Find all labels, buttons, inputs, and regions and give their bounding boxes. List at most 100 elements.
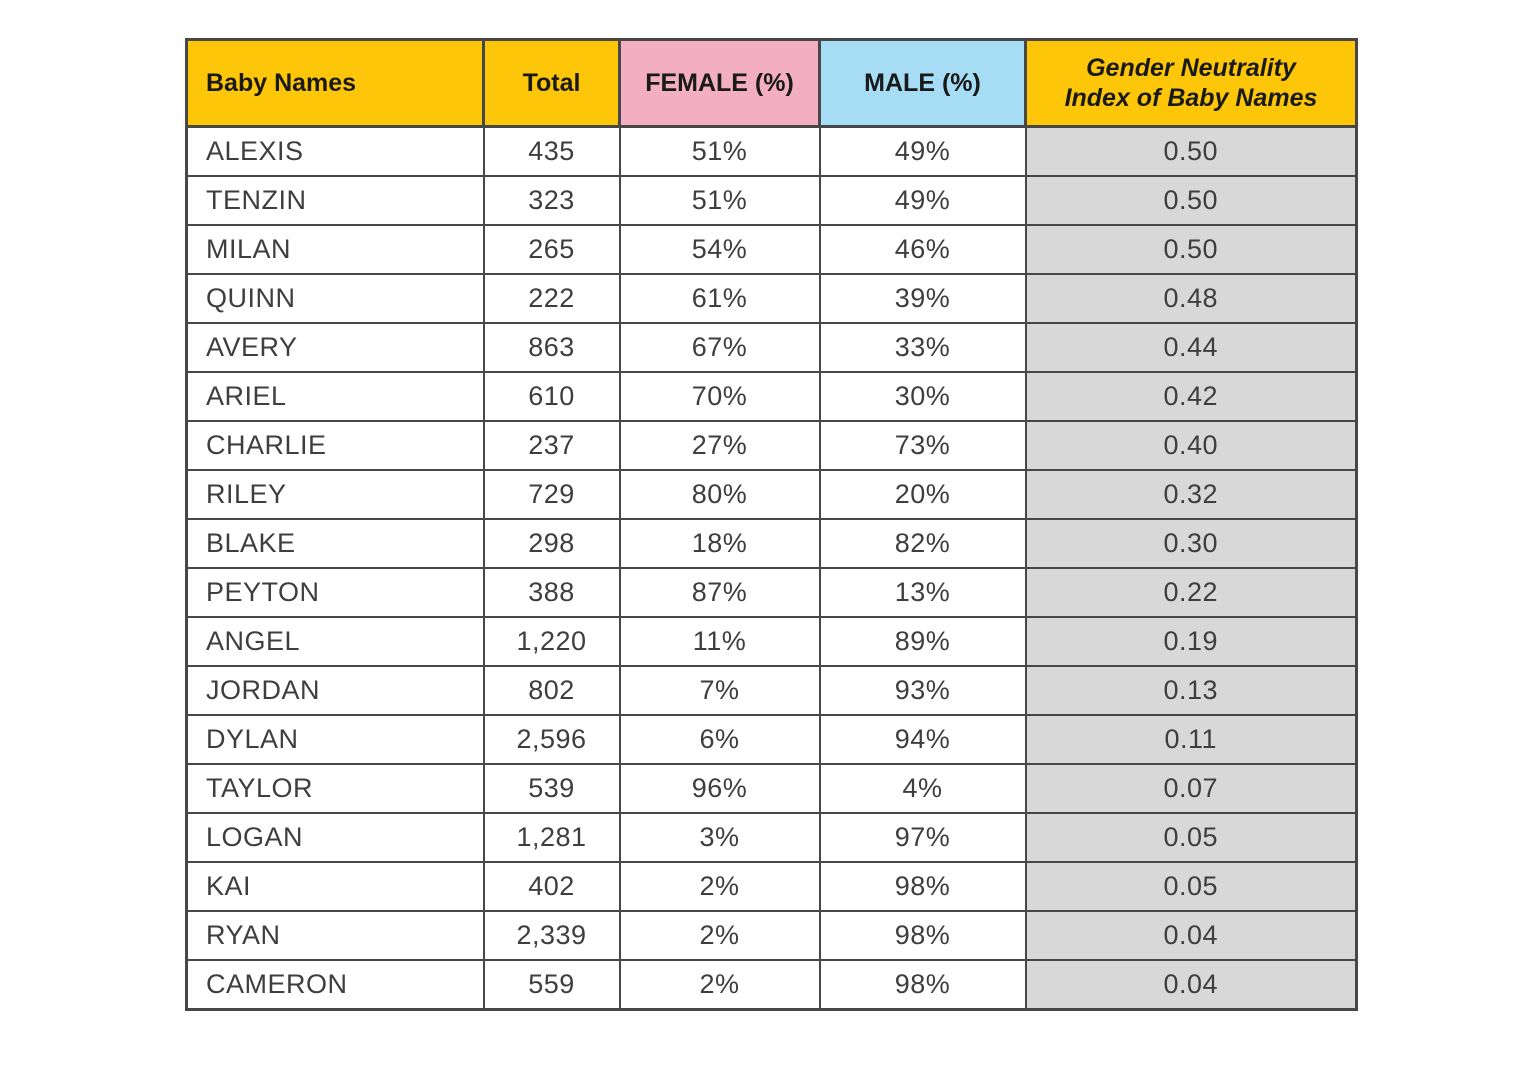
gni-cell: 0.04 (1024, 910, 1358, 961)
female-pct-cell: 87% (618, 567, 821, 618)
total-cell: 539 (482, 763, 621, 814)
total-cell: 2,339 (482, 910, 621, 961)
baby-name-cell: DYLAN (185, 714, 485, 765)
male-pct-cell: 89% (818, 616, 1027, 667)
gni-cell: 0.48 (1024, 273, 1358, 324)
female-pct-cell: 51% (618, 125, 821, 177)
female-pct-cell: 61% (618, 273, 821, 324)
table-row: ARIEL 610 70% 30% 0.42 (185, 371, 1358, 422)
baby-name-cell: CAMERON (185, 959, 485, 1011)
male-pct-cell: 20% (818, 469, 1027, 520)
table-row: RYAN 2,339 2% 98% 0.04 (185, 910, 1358, 961)
gni-cell: 0.22 (1024, 567, 1358, 618)
female-pct-cell: 54% (618, 224, 821, 275)
male-pct-cell: 94% (818, 714, 1027, 765)
male-pct-cell: 82% (818, 518, 1027, 569)
table-row: DYLAN 2,596 6% 94% 0.11 (185, 714, 1358, 765)
column-header-total: Total (482, 38, 621, 128)
baby-name-cell: ALEXIS (185, 125, 485, 177)
gni-cell: 0.04 (1024, 959, 1358, 1011)
table-row: LOGAN 1,281 3% 97% 0.05 (185, 812, 1358, 863)
table-row: ALEXIS 435 51% 49% 0.50 (185, 125, 1358, 177)
gni-cell: 0.50 (1024, 175, 1358, 226)
female-pct-cell: 2% (618, 861, 821, 912)
baby-name-cell: TAYLOR (185, 763, 485, 814)
female-pct-cell: 80% (618, 469, 821, 520)
male-pct-cell: 97% (818, 812, 1027, 863)
female-pct-cell: 70% (618, 371, 821, 422)
table-row: ANGEL 1,220 11% 89% 0.19 (185, 616, 1358, 667)
table-row: JORDAN 802 7% 93% 0.13 (185, 665, 1358, 716)
baby-name-cell: RYAN (185, 910, 485, 961)
total-cell: 237 (482, 420, 621, 471)
total-cell: 298 (482, 518, 621, 569)
female-pct-cell: 27% (618, 420, 821, 471)
female-pct-cell: 2% (618, 910, 821, 961)
female-pct-cell: 96% (618, 763, 821, 814)
total-cell: 1,281 (482, 812, 621, 863)
table-row: MILAN 265 54% 46% 0.50 (185, 224, 1358, 275)
male-pct-cell: 49% (818, 125, 1027, 177)
table-body: ALEXIS 435 51% 49% 0.50 TENZIN 323 51% 49% 0.50 MI… (185, 125, 1358, 1011)
total-cell: 2,596 (482, 714, 621, 765)
male-pct-cell: 39% (818, 273, 1027, 324)
female-pct-cell: 18% (618, 518, 821, 569)
gni-cell: 0.50 (1024, 125, 1358, 177)
gni-cell: 0.19 (1024, 616, 1358, 667)
total-cell: 388 (482, 567, 621, 618)
male-pct-cell: 93% (818, 665, 1027, 716)
male-pct-cell: 98% (818, 959, 1027, 1011)
total-cell: 1,220 (482, 616, 621, 667)
male-pct-cell: 13% (818, 567, 1027, 618)
gni-cell: 0.32 (1024, 469, 1358, 520)
female-pct-cell: 3% (618, 812, 821, 863)
male-pct-cell: 4% (818, 763, 1027, 814)
baby-names-table: Baby Names Total FEMALE (%) MALE (%) Gen… (185, 38, 1358, 1011)
table-row: KAI 402 2% 98% 0.05 (185, 861, 1358, 912)
baby-name-cell: JORDAN (185, 665, 485, 716)
total-cell: 729 (482, 469, 621, 520)
column-header-male-pct: MALE (%) (818, 38, 1027, 128)
total-cell: 265 (482, 224, 621, 275)
male-pct-cell: 98% (818, 910, 1027, 961)
table-row: QUINN 222 61% 39% 0.48 (185, 273, 1358, 324)
total-cell: 559 (482, 959, 621, 1011)
male-pct-cell: 73% (818, 420, 1027, 471)
table-row: BLAKE 298 18% 82% 0.30 (185, 518, 1358, 569)
gni-cell: 0.50 (1024, 224, 1358, 275)
baby-name-cell: MILAN (185, 224, 485, 275)
table-row: TENZIN 323 51% 49% 0.50 (185, 175, 1358, 226)
baby-name-cell: ARIEL (185, 371, 485, 422)
gni-cell: 0.40 (1024, 420, 1358, 471)
gni-cell: 0.11 (1024, 714, 1358, 765)
male-pct-cell: 98% (818, 861, 1027, 912)
header-row: Baby Names Total FEMALE (%) MALE (%) Gen… (185, 38, 1358, 128)
table-row: TAYLOR 539 96% 4% 0.07 (185, 763, 1358, 814)
column-header-female-pct: FEMALE (%) (618, 38, 821, 128)
female-pct-cell: 2% (618, 959, 821, 1011)
female-pct-cell: 11% (618, 616, 821, 667)
female-pct-cell: 67% (618, 322, 821, 373)
baby-name-cell: BLAKE (185, 518, 485, 569)
baby-name-cell: RILEY (185, 469, 485, 520)
baby-name-cell: ANGEL (185, 616, 485, 667)
male-pct-cell: 49% (818, 175, 1027, 226)
total-cell: 435 (482, 125, 621, 177)
table-row: AVERY 863 67% 33% 0.44 (185, 322, 1358, 373)
gni-cell: 0.13 (1024, 665, 1358, 716)
gni-cell: 0.42 (1024, 371, 1358, 422)
table-row: RILEY 729 80% 20% 0.32 (185, 469, 1358, 520)
baby-names-table-container: Baby Names Total FEMALE (%) MALE (%) Gen… (185, 38, 1358, 1011)
total-cell: 863 (482, 322, 621, 373)
total-cell: 402 (482, 861, 621, 912)
gni-cell: 0.05 (1024, 861, 1358, 912)
gni-cell: 0.44 (1024, 322, 1358, 373)
baby-name-cell: TENZIN (185, 175, 485, 226)
column-header-baby-names: Baby Names (185, 38, 485, 128)
baby-name-cell: QUINN (185, 273, 485, 324)
baby-name-cell: KAI (185, 861, 485, 912)
table-row: CAMERON 559 2% 98% 0.04 (185, 959, 1358, 1011)
baby-name-cell: PEYTON (185, 567, 485, 618)
gni-cell: 0.05 (1024, 812, 1358, 863)
total-cell: 323 (482, 175, 621, 226)
